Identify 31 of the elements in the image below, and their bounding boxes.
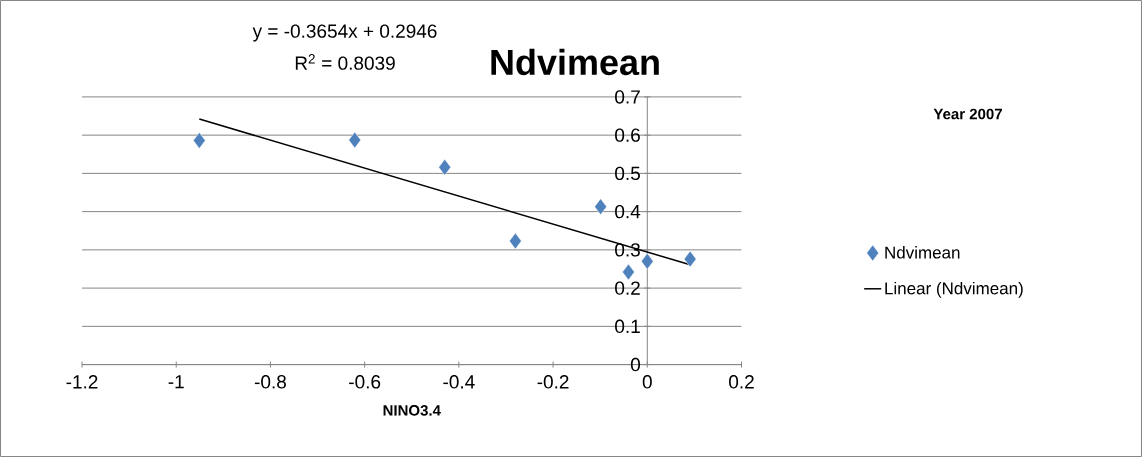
chart-title: Ndvimean (491, 48, 659, 76)
point (641, 253, 654, 270)
point (193, 132, 206, 149)
y-tick-label: 0.1 (615, 319, 640, 334)
y-tick-label: 0.6 (615, 128, 640, 142)
y-tick-label: 0.5 (615, 166, 640, 181)
legend-label: Ndvimean (885, 246, 960, 259)
point (594, 198, 607, 215)
x-tick-label: -0.4 (443, 375, 475, 389)
x-tick-label: -1.2 (66, 375, 98, 389)
legend-label: Linear (Ndvimean) (885, 281, 1023, 298)
point (348, 131, 362, 149)
y-tick-label: 0.7 (615, 90, 640, 104)
text: R$^{2}$ = 0.8039 (295, 54, 395, 70)
point (438, 159, 451, 176)
point (622, 263, 635, 281)
y-tick-label: 0.2 (615, 281, 640, 295)
y-tick-label: 0.4 (615, 204, 641, 219)
x-tick-label: -0.2 (537, 375, 569, 389)
x-tick-label: 0 (642, 375, 652, 389)
x-tick-label: -1 (168, 375, 184, 389)
y-tick-label: 0.3 (615, 243, 640, 257)
x-tick-label: -0.8 (254, 375, 286, 389)
point (509, 232, 522, 250)
text: y = -0.3654x + 0.2946 (252, 24, 437, 42)
x-axis-title: NINO3.4 (383, 405, 441, 416)
x-tick-label: 0.2 (729, 375, 754, 389)
x-tick-label: -0.6 (349, 375, 381, 389)
point (683, 250, 697, 268)
y-tick-label: 0 (630, 357, 641, 372)
text: Year 2007 (933, 108, 1002, 120)
